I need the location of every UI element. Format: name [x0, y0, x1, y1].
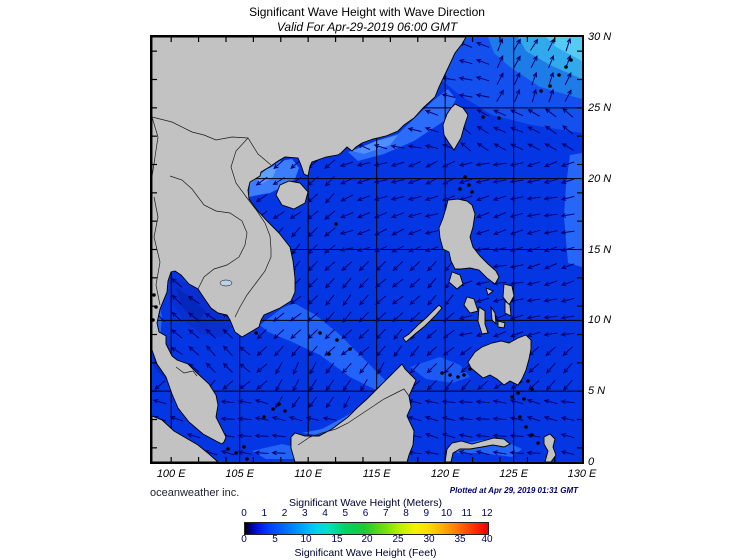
- land-sulawesi: [444, 437, 511, 462]
- colorbar-title-feet: Significant Wave Height (Feet): [294, 547, 437, 559]
- map-frame: [150, 35, 584, 464]
- land-bohol: [497, 320, 506, 329]
- colorbar-meters-ticks: 0 1 2 3 4 5 6 7 8 9 10 11 12: [241, 508, 492, 519]
- meters-tick-label: 10: [440, 508, 453, 519]
- lat-label: 10 N: [588, 314, 612, 327]
- land-masbate: [485, 287, 494, 296]
- land-luzon: [438, 198, 500, 285]
- land-halmahera: [543, 433, 557, 462]
- meters-tick-label: 7: [382, 508, 389, 519]
- land-borneo: [290, 363, 417, 462]
- meters-tick-label: 9: [423, 508, 430, 519]
- feet-tick-label: 10: [300, 534, 312, 545]
- meters-tick-label: 5: [342, 508, 349, 519]
- land-hainan: [275, 180, 309, 210]
- colorbar-title-meters: Significant Wave Height (Meters): [288, 497, 443, 509]
- lat-label: 25 N: [588, 101, 612, 114]
- meters-tick-label: 12: [481, 508, 493, 519]
- credit-text: oceanweather inc.: [150, 487, 240, 499]
- feet-tick-label: 40: [481, 534, 493, 545]
- land-mindoro: [448, 271, 464, 290]
- feet-tick-label: 0: [241, 534, 247, 545]
- land-leyte: [504, 300, 512, 317]
- land-asia-mainland: [152, 37, 467, 445]
- lat-label: 0: [588, 456, 595, 468]
- feet-tick-label: 20: [361, 534, 373, 545]
- feet-tick-label: 25: [392, 534, 404, 545]
- meters-tick-label: 4: [322, 508, 328, 519]
- feet-tick-label: 15: [331, 534, 343, 545]
- land-samar: [502, 283, 515, 306]
- lon-label: 110 E: [294, 468, 323, 480]
- lat-label: 15 N: [588, 243, 612, 256]
- land-panay: [463, 296, 479, 314]
- feet-tick-label: 30: [423, 534, 435, 545]
- lon-label: 100 E: [156, 468, 186, 480]
- land-negros: [477, 306, 489, 335]
- land-taiwan: [442, 103, 469, 151]
- plotted-timestamp: Plotted at Apr 29, 2019 01:31 GMT: [449, 486, 578, 495]
- lon-label: 130 E: [567, 468, 597, 480]
- valid-time-subtitle: Valid For Apr-29-2019 06:00 GMT: [276, 20, 458, 34]
- wave-height-colorbar: [244, 522, 489, 535]
- colorbar-feet-ticks: 0 5 10 15 20 25 30 35 40: [241, 534, 492, 545]
- land-palawan: [402, 304, 443, 343]
- header: Significant Wave Height with Wave Direct…: [152, 5, 582, 34]
- meters-tick-label: 8: [403, 508, 409, 519]
- land-sumatra: [152, 415, 219, 462]
- meters-tick-label: 1: [261, 508, 268, 519]
- page-title: Significant Wave Height with Wave Direct…: [249, 5, 485, 19]
- land-cebu: [490, 305, 497, 326]
- meters-tick-label: 0: [241, 508, 247, 519]
- lon-label: 115 E: [362, 468, 391, 480]
- lon-label: 120 E: [430, 468, 460, 480]
- lat-label: 20 N: [588, 172, 612, 185]
- meters-tick-label: 3: [301, 508, 308, 519]
- meters-tick-label: 2: [281, 508, 288, 519]
- feet-tick-label: 5: [272, 534, 278, 545]
- lon-label: 105 E: [225, 468, 255, 480]
- lon-label: 125 E: [499, 468, 529, 480]
- lat-label: 30 N: [588, 31, 612, 43]
- map-canvas: [152, 37, 582, 462]
- land-mindanao: [467, 334, 532, 386]
- meters-tick-label: 6: [362, 508, 369, 519]
- lat-label: 5 N: [588, 385, 606, 398]
- meters-tick-label: 11: [461, 508, 472, 519]
- feet-tick-label: 35: [454, 534, 466, 545]
